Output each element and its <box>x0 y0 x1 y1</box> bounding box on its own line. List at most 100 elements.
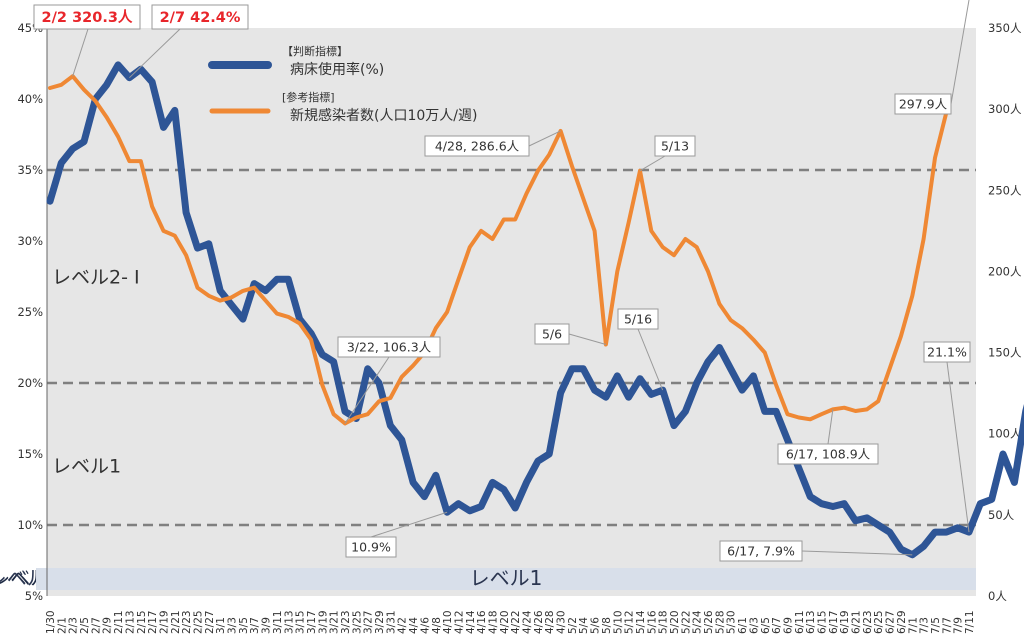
annotation-leader <box>827 409 834 445</box>
x-tick-label: 6/9 <box>782 617 794 634</box>
x-tick-label: 2/15 <box>136 610 148 634</box>
annotation-leader <box>801 550 913 556</box>
x-tick-label: 3/5 <box>238 617 250 634</box>
annotation-leader <box>72 28 89 77</box>
x-tick-label: 4/26 <box>533 610 545 634</box>
x-tick-label: 7/11 <box>964 610 976 634</box>
x-tick-label: 3/21 <box>329 610 341 634</box>
x-tick-label: 2/23 <box>181 610 193 634</box>
x-tick-label: 3/15 <box>295 610 307 634</box>
x-tick-label: 5/4 <box>578 617 590 634</box>
level-band <box>36 568 976 590</box>
x-tick-label: 2/9 <box>102 617 114 634</box>
annotation-leader <box>946 361 970 533</box>
x-tick-label: 4/22 <box>510 610 522 634</box>
legend-tag: [参考指標] <box>282 90 335 104</box>
y-right-tick-label: 300人 <box>988 102 1022 116</box>
x-tick-label: 6/11 <box>794 610 806 634</box>
x-tick-label: 5/24 <box>692 610 704 634</box>
x-tick-label: 3/3 <box>227 617 239 634</box>
x-tick-label: 4/28 <box>544 610 556 634</box>
x-tick-label: 2/21 <box>170 610 182 634</box>
annotation-box <box>534 323 570 345</box>
x-tick-label: 3/25 <box>351 610 363 634</box>
legend-label: 新規感染者数(人口10万人/週) <box>290 107 477 124</box>
annotation-leader <box>568 333 607 345</box>
x-tick-label: 2/13 <box>124 610 136 634</box>
x-tick-label: 2/3 <box>68 617 80 634</box>
x-tick-label: 5/30 <box>726 610 738 634</box>
side-level-label: レベル2- Ⅰ <box>52 267 140 289</box>
x-tick-label: 6/17 <box>828 610 840 634</box>
x-tick-label: 4/18 <box>487 610 499 634</box>
annotation-leader <box>639 155 666 172</box>
annotation-box <box>923 341 971 363</box>
x-tick-label: 5/12 <box>624 610 636 634</box>
annotation-label: 297.9人 <box>899 97 948 112</box>
annotation-label: 10.9% <box>351 540 391 555</box>
y-left-tick-label: 40% <box>17 92 43 106</box>
x-tick-label: 5/10 <box>612 610 624 634</box>
annotation-box <box>617 308 659 330</box>
annotation-box <box>719 540 803 562</box>
annotation-label: 2/2 320.3人 <box>42 9 133 26</box>
x-tick-label: 3/7 <box>249 617 261 634</box>
annotation-label: 5/16 <box>624 312 652 327</box>
annotation-label: 3/22, 106.3人 <box>347 340 432 355</box>
x-tick-label: 7/3 <box>919 617 931 634</box>
x-tick-label: 2/25 <box>192 610 204 634</box>
x-tick-label: 3/13 <box>283 610 295 634</box>
y-left-tick-label: 5% <box>25 589 43 603</box>
annotation-box <box>654 135 696 157</box>
y-left-tick-label: 25% <box>17 305 43 319</box>
y-right-tick-label: 350人 <box>988 21 1022 35</box>
level-band-label: レベル1 <box>470 566 543 590</box>
plot-background <box>47 28 976 596</box>
y-right-tick-label: 250人 <box>988 183 1022 197</box>
x-tick-label: 5/28 <box>714 610 726 634</box>
x-tick-label: 3/29 <box>374 610 386 634</box>
x-tick-label: 5/22 <box>680 610 692 634</box>
x-tick-label: 6/21 <box>851 610 863 634</box>
annotation-label: 4/28, 286.6人 <box>435 139 520 154</box>
x-tick-label: 3/1 <box>215 617 227 634</box>
x-tick-label: 4/24 <box>522 610 534 634</box>
annotation-leader <box>344 356 390 424</box>
x-tick-label: 7/7 <box>941 617 953 634</box>
x-tick-label: 2/7 <box>90 617 102 634</box>
y-left-tick-label: 35% <box>17 163 43 177</box>
x-tick-label: 4/10 <box>442 610 454 634</box>
x-tick-label: 5/2 <box>567 617 579 634</box>
x-tick-label: 7/1 <box>907 617 919 634</box>
x-tick-label: 3/27 <box>363 610 375 634</box>
x-tick-label: 6/29 <box>896 610 908 634</box>
y-left-tick-label: 30% <box>17 234 43 248</box>
annotation-box <box>33 4 141 30</box>
y-right-tick-label: 150人 <box>988 346 1022 360</box>
x-tick-label: 6/15 <box>817 610 829 634</box>
annotation-leader <box>129 28 181 79</box>
x-tick-label: 3/9 <box>261 617 273 634</box>
x-tick-label: 3/17 <box>306 610 318 634</box>
y-right-tick-label: 200人 <box>988 264 1022 278</box>
y-right-tick-label: 50人 <box>988 508 1015 522</box>
x-tick-label: 2/1 <box>56 617 68 634</box>
x-tick-label: 5/14 <box>635 610 647 634</box>
x-tick-label: 2/17 <box>147 610 159 634</box>
x-tick-label: 3/23 <box>340 610 352 634</box>
annotation-box <box>777 443 879 465</box>
annotation-label: 6/17, 7.9% <box>727 544 795 559</box>
annotation-box <box>424 135 530 157</box>
annotation-leader <box>528 130 561 147</box>
x-tick-label: 6/23 <box>862 610 874 634</box>
x-tick-label: 4/6 <box>419 617 431 634</box>
x-tick-label: 5/16 <box>646 610 658 634</box>
x-tick-label: 4/16 <box>476 610 488 634</box>
side-level-label: レベル1 <box>52 455 121 477</box>
x-tick-label: 1/30 <box>45 610 57 634</box>
x-tick-label: 3/31 <box>385 610 397 634</box>
annotation-label: 5/6 <box>542 327 562 342</box>
x-tick-label: 3/19 <box>317 610 329 634</box>
series-line <box>46 61 1024 559</box>
x-tick-label: 4/30 <box>556 610 568 634</box>
